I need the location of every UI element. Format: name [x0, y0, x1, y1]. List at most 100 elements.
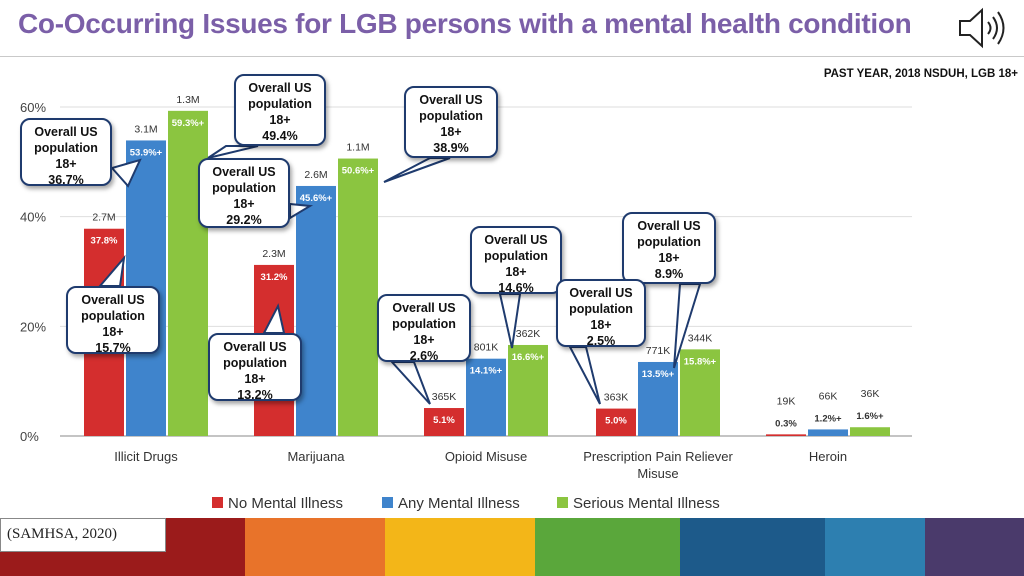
bar-value-label: 45.6%+: [300, 193, 333, 204]
callout-line: population: [223, 356, 287, 370]
legend-label: Serious Mental Illness: [573, 495, 720, 512]
overall-population-callout: Overall US population 18+ 29.2%: [198, 158, 290, 228]
x-category-label: Opioid Misuse: [445, 449, 527, 464]
bar-value-label: 37.8%: [91, 236, 118, 247]
callout-line: 18+: [55, 157, 77, 171]
callout-line: Overall US: [212, 165, 276, 179]
callout-line: Overall US: [392, 301, 456, 315]
callout-line: 15.7%: [95, 341, 131, 355]
legend-label: No Mental Illness: [228, 495, 343, 512]
bar-count-label: 2.6M: [304, 169, 327, 181]
x-category-label: Heroin: [809, 449, 847, 464]
overall-population-callout: Overall US population 18+ 15.7%: [66, 286, 160, 355]
legend-swatch: [212, 497, 223, 508]
bar: [850, 427, 890, 436]
footer-segment: [245, 518, 385, 576]
bar-value-label: 59.3%+: [172, 118, 205, 129]
footer-segment: [680, 518, 825, 576]
title-divider: [0, 56, 1024, 57]
callout-line: 2.5%: [586, 334, 616, 348]
bar-count-label: 36K: [861, 388, 880, 400]
overall-population-callout: Overall US population 18+ 36.7%: [20, 118, 112, 187]
bar: [466, 358, 506, 436]
bar-value-label: 5.1%: [433, 415, 455, 426]
footer-segment: [385, 518, 535, 576]
y-tick-label: 0%: [20, 429, 39, 444]
callout-pointer: [207, 145, 259, 159]
callout-line: 18+: [658, 251, 680, 265]
bar-value-label: 13.5%+: [642, 369, 675, 380]
footer-segment: [535, 518, 680, 576]
callout-line: Overall US: [637, 219, 701, 233]
callout-pointer: [110, 158, 142, 188]
callout-line: Overall US: [223, 340, 287, 354]
callout-line: 18+: [233, 197, 255, 211]
callout-line: population: [212, 181, 276, 195]
callout-line: 2.6%: [409, 349, 439, 363]
callout-line: population: [81, 309, 145, 323]
callout-line: 18+: [244, 372, 266, 386]
bar-count-label: 344K: [688, 332, 713, 344]
bar-value-label: 50.6%+: [342, 166, 375, 177]
bar-value-label: 1.2%+: [814, 413, 842, 424]
legend-swatch: [382, 497, 393, 508]
callout-pointer: [383, 157, 451, 183]
y-tick-label: 40%: [20, 210, 46, 225]
y-tick-label: 20%: [20, 319, 46, 334]
callout-line: 18+: [590, 318, 612, 332]
callout-line: 8.9%: [654, 267, 684, 281]
legend-label: Any Mental Illness: [398, 495, 520, 512]
callout-line: population: [392, 317, 456, 331]
bar-count-label: 1.3M: [176, 94, 199, 106]
legend-swatch: [557, 497, 568, 508]
speaker-audio-icon[interactable]: [956, 6, 1016, 50]
x-category-label: Prescription Pain Reliever: [583, 449, 733, 464]
callout-line: population: [419, 109, 483, 123]
overall-population-callout: Overall US population 18+ 14.6%: [470, 226, 562, 295]
callout-line: 38.9%: [433, 141, 469, 155]
bar-count-label: 363K: [604, 392, 629, 404]
overall-population-callout: Overall US population 18+ 49.4%: [234, 74, 326, 146]
callout-line: population: [248, 97, 312, 111]
callout-line: Overall US: [569, 286, 633, 300]
callout-pointer: [498, 293, 522, 349]
callout-pointer: [673, 283, 702, 369]
x-category-label: Marijuana: [287, 449, 345, 464]
bar: [596, 408, 636, 436]
overall-population-callout: Overall US population 18+ 8.9%: [622, 212, 716, 284]
callout-line: Overall US: [419, 93, 483, 107]
callout-line: 18+: [413, 333, 435, 347]
callout-line: population: [484, 249, 548, 263]
bar-count-label: 3.1M: [134, 123, 157, 135]
bar-count-label: 801K: [474, 342, 499, 354]
bar-value-label: 0.3%: [775, 418, 797, 429]
bar-count-label: 771K: [646, 345, 671, 357]
bar-count-label: 1.1M: [346, 142, 369, 154]
page-title: Co-Occurring Issues for LGB persons with…: [18, 8, 912, 39]
bar-count-label: 2.3M: [262, 248, 285, 260]
bar-value-label: 15.8%+: [684, 356, 717, 367]
bar: [296, 185, 336, 436]
bar-value-label: 53.9%+: [130, 147, 163, 158]
bar-count-label: 19K: [777, 395, 796, 407]
bar-value-label: 16.6%+: [512, 352, 545, 363]
callout-line: 29.2%: [226, 213, 262, 227]
x-category-label: Illicit Drugs: [114, 449, 178, 464]
bar-value-label: 5.0%: [605, 416, 627, 427]
callout-pointer: [389, 361, 431, 405]
x-category-label: Misuse: [637, 466, 678, 481]
citation: (SAMHSA, 2020): [0, 518, 166, 552]
bar: [680, 349, 720, 436]
callout-line: 14.6%: [498, 281, 534, 295]
callout-line: population: [34, 141, 98, 155]
callout-line: 18+: [505, 265, 527, 279]
callout-line: 18+: [102, 325, 124, 339]
bar-count-label: 362K: [516, 328, 541, 340]
footer-segment: [825, 518, 925, 576]
callout-pointer: [568, 346, 601, 405]
callout-line: population: [637, 235, 701, 249]
callout-line: 18+: [269, 113, 291, 127]
overall-population-callout: Overall US population 18+ 2.5%: [556, 279, 646, 348]
y-tick-label: 60%: [20, 100, 46, 115]
callout-line: population: [569, 302, 633, 316]
